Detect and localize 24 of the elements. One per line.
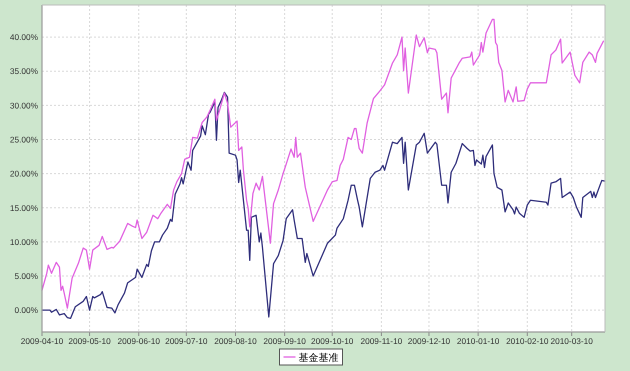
legend-label: 基金基准 bbox=[298, 352, 338, 364]
y-tick-label: 35.00% bbox=[10, 66, 39, 76]
x-tick-label: 2009-06-10 bbox=[118, 336, 160, 346]
line-series bbox=[41, 92, 606, 319]
x-tick-label: 2009-08-10 bbox=[214, 336, 258, 346]
y-tick-label: 30.00% bbox=[10, 100, 39, 110]
line-series bbox=[41, 18, 604, 309]
y-tick-label: 5.00% bbox=[14, 271, 39, 282]
y-tick-label: 0.00% bbox=[14, 305, 39, 316]
y-tick-label: 25.00% bbox=[10, 134, 39, 144]
y-tick-label: 40.00% bbox=[10, 32, 39, 42]
y-tick-label: 20.00% bbox=[10, 168, 39, 179]
x-tick-label: 2009-09-10 bbox=[263, 336, 306, 346]
x-tick-label: 2009-07-10 bbox=[165, 336, 208, 346]
y-tick-label: 10.00% bbox=[10, 236, 39, 247]
x-tick-label: 2009-10-10 bbox=[310, 336, 354, 346]
x-tick-label: 2009-11-10 bbox=[360, 336, 403, 346]
x-tick-label: 2010-03-10 bbox=[550, 336, 594, 346]
x-tick-label: 2010-02-10 bbox=[506, 336, 549, 346]
x-tick-label: 2009-04-10 bbox=[20, 336, 64, 346]
y-tick-label: 15.00% bbox=[10, 202, 39, 213]
x-tick-label: 2009-05-10 bbox=[68, 336, 112, 346]
x-tick-label: 2009-12-10 bbox=[408, 336, 451, 346]
x-tick-label: 2010-01-10 bbox=[456, 336, 500, 346]
